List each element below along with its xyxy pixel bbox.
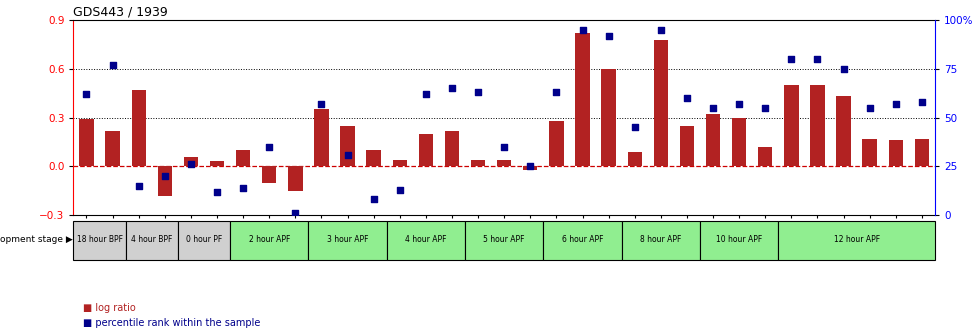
FancyBboxPatch shape	[125, 221, 178, 260]
Bar	[913, 139, 928, 166]
Bar	[470, 160, 485, 166]
Point	[861, 105, 876, 111]
FancyBboxPatch shape	[543, 221, 621, 260]
Point	[105, 62, 120, 68]
Text: development stage ▶: development stage ▶	[0, 235, 72, 244]
Point	[522, 164, 538, 169]
Bar	[888, 140, 902, 166]
Point	[418, 91, 433, 97]
Point	[835, 66, 851, 72]
Bar	[862, 139, 876, 166]
Bar	[366, 150, 380, 166]
Bar	[549, 121, 563, 166]
FancyBboxPatch shape	[621, 221, 699, 260]
FancyBboxPatch shape	[465, 221, 543, 260]
Text: 2 hour APF: 2 hour APF	[248, 235, 289, 244]
Text: 10 hour APF: 10 hour APF	[715, 235, 762, 244]
Text: 5 hour APF: 5 hour APF	[483, 235, 524, 244]
FancyBboxPatch shape	[230, 221, 308, 260]
FancyBboxPatch shape	[73, 221, 125, 260]
FancyBboxPatch shape	[178, 221, 230, 260]
Bar	[314, 110, 329, 166]
Text: 18 hour BPF: 18 hour BPF	[76, 235, 122, 244]
Text: 4 hour APF: 4 hour APF	[405, 235, 446, 244]
Text: GDS443 / 1939: GDS443 / 1939	[73, 6, 168, 19]
FancyBboxPatch shape	[386, 221, 465, 260]
Bar	[575, 33, 589, 166]
Bar	[653, 40, 667, 166]
Bar	[209, 161, 224, 166]
Point	[313, 101, 329, 107]
Text: 4 hour BPF: 4 hour BPF	[131, 235, 172, 244]
Bar	[340, 126, 354, 166]
Bar	[783, 85, 798, 166]
Point	[183, 162, 199, 167]
FancyBboxPatch shape	[778, 221, 934, 260]
Point	[366, 197, 381, 202]
Point	[261, 144, 277, 150]
FancyBboxPatch shape	[699, 221, 778, 260]
Bar	[236, 150, 250, 166]
Point	[288, 210, 303, 216]
Point	[757, 105, 773, 111]
Bar	[392, 160, 407, 166]
Bar	[679, 126, 693, 166]
Bar	[131, 90, 146, 166]
Point	[339, 152, 355, 157]
Bar	[444, 131, 459, 166]
Point	[235, 185, 250, 191]
Text: 0 hour PF: 0 hour PF	[186, 235, 222, 244]
Bar	[810, 85, 823, 166]
Point	[626, 125, 642, 130]
Text: 12 hour APF: 12 hour APF	[832, 235, 879, 244]
Bar	[757, 147, 772, 166]
Bar	[419, 134, 432, 166]
Text: ■ log ratio: ■ log ratio	[83, 303, 136, 313]
Bar	[705, 114, 720, 166]
Point	[548, 90, 563, 95]
Bar	[835, 96, 850, 166]
Bar	[627, 152, 642, 166]
Point	[809, 56, 824, 62]
FancyBboxPatch shape	[308, 221, 386, 260]
Point	[391, 187, 407, 193]
Bar	[288, 166, 302, 191]
Point	[496, 144, 511, 150]
Text: 3 hour APF: 3 hour APF	[327, 235, 368, 244]
Text: 6 hour APF: 6 hour APF	[561, 235, 602, 244]
Bar	[497, 160, 511, 166]
Point	[156, 173, 172, 179]
Point	[913, 99, 929, 105]
Point	[782, 56, 798, 62]
Point	[469, 90, 485, 95]
Bar	[157, 166, 172, 196]
Bar	[184, 157, 198, 166]
Point	[574, 27, 590, 33]
Bar	[522, 166, 537, 170]
Bar	[262, 166, 276, 182]
Bar	[106, 131, 119, 166]
Point	[600, 33, 616, 38]
Point	[679, 95, 694, 101]
Bar	[600, 69, 615, 166]
Point	[887, 101, 903, 107]
Point	[704, 105, 720, 111]
Text: 8 hour APF: 8 hour APF	[640, 235, 681, 244]
Point	[78, 91, 94, 97]
Bar	[732, 118, 745, 166]
Point	[731, 101, 746, 107]
Point	[444, 86, 460, 91]
Point	[209, 189, 225, 194]
Bar	[79, 119, 94, 166]
Text: ■ percentile rank within the sample: ■ percentile rank within the sample	[83, 318, 260, 328]
Point	[652, 27, 668, 33]
Point	[131, 183, 147, 188]
